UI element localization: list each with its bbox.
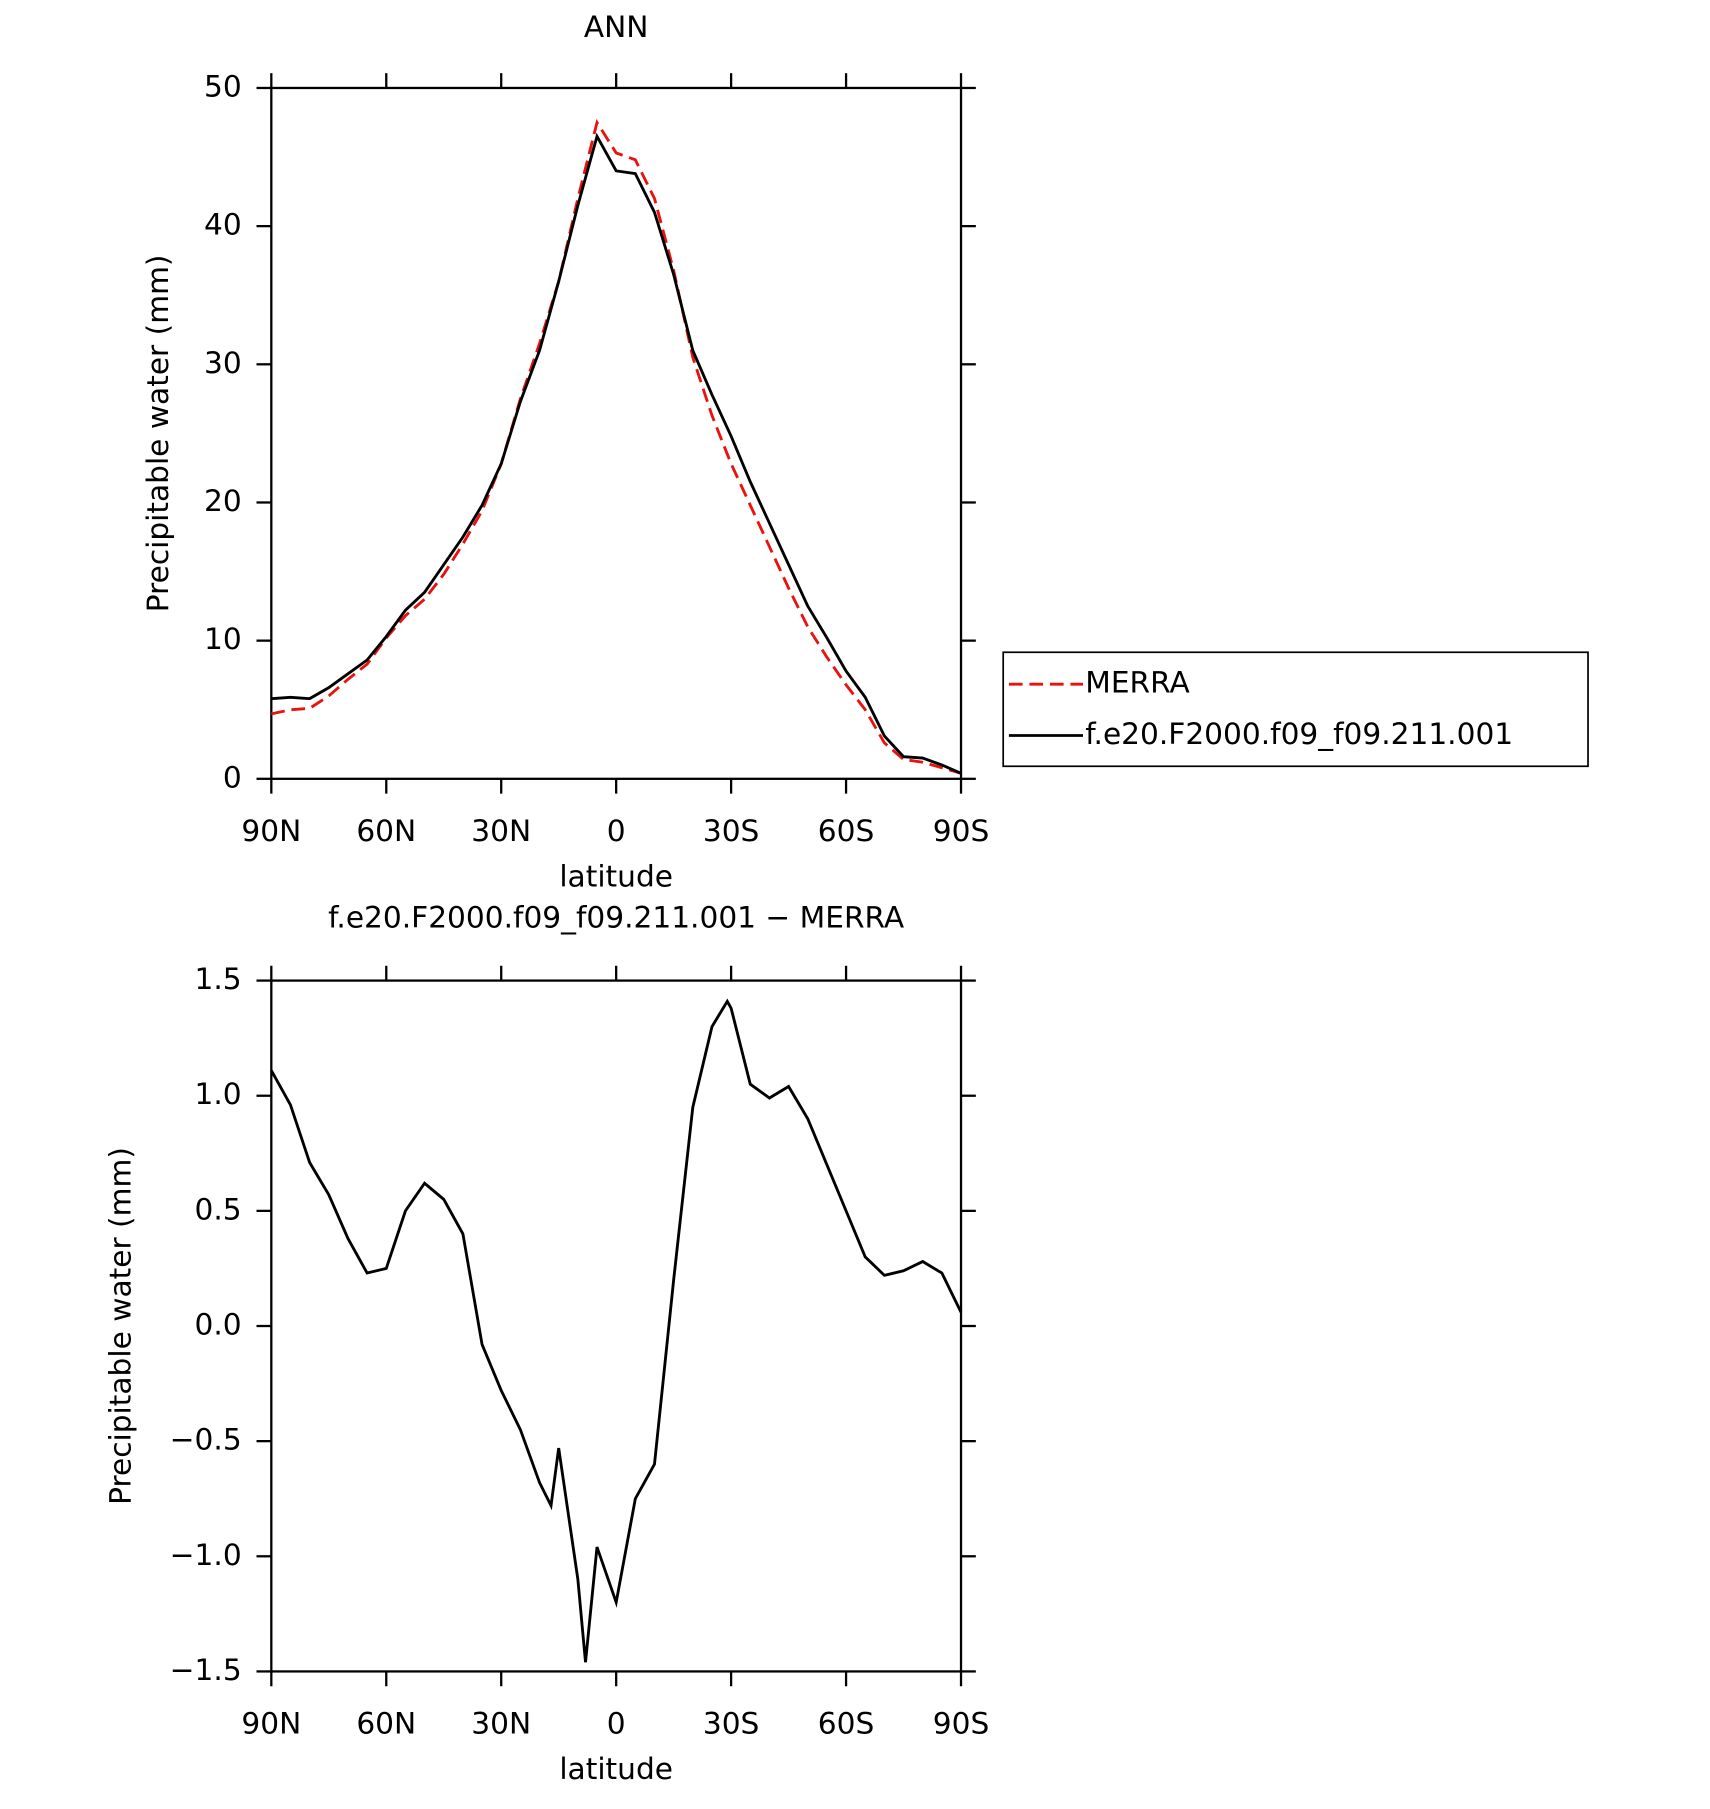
y-axis-label: Precipitable water (mm) — [140, 255, 175, 613]
x-axis-label: latitude — [559, 1751, 673, 1786]
x-tick-label: 30N — [471, 813, 531, 848]
x-tick-label: 30S — [703, 813, 760, 848]
x-tick-label: 90S — [933, 813, 990, 848]
legend-label: f.e20.F2000.f09_f09.211.001 — [1085, 716, 1513, 751]
y-tick-label: −1.5 — [170, 1652, 242, 1687]
y-tick-label: 10 — [204, 621, 242, 656]
y-tick-label: 0 — [223, 759, 242, 794]
x-tick-label: 60S — [818, 1706, 875, 1741]
x-tick-label: 30S — [703, 1706, 760, 1741]
data-line — [271, 118, 962, 775]
x-tick-label: 0 — [607, 813, 626, 848]
y-tick-label: −0.5 — [170, 1422, 242, 1457]
x-tick-label: 90S — [933, 1706, 990, 1741]
y-tick-label: −1.0 — [170, 1537, 242, 1572]
y-tick-label: 30 — [204, 345, 242, 380]
y-tick-label: 0.5 — [195, 1191, 242, 1226]
x-tick-label: 60N — [356, 813, 416, 848]
legend-label: MERRA — [1085, 665, 1190, 700]
x-tick-label: 60S — [818, 813, 875, 848]
chart-title: f.e20.F2000.f09_f09.211.001 − MERRA — [328, 900, 905, 935]
x-tick-label: 30N — [471, 1706, 531, 1741]
chart-title: ANN — [584, 9, 649, 44]
y-tick-label: 1.0 — [195, 1076, 242, 1111]
plot-frame — [270, 86, 963, 780]
y-axis-label: Precipitable water (mm) — [102, 1147, 137, 1505]
x-tick-label: 60N — [356, 1706, 416, 1741]
data-line — [271, 132, 962, 775]
plot-frame — [270, 979, 963, 1673]
y-tick-label: 40 — [204, 207, 242, 242]
y-tick-label: 50 — [204, 68, 242, 103]
y-tick-label: 0.0 — [195, 1307, 242, 1342]
y-tick-label: 1.5 — [195, 961, 242, 996]
y-tick-label: 20 — [204, 483, 242, 518]
x-tick-label: 0 — [607, 1706, 626, 1741]
x-tick-label: 90N — [241, 1706, 301, 1741]
data-line — [270, 998, 963, 1663]
x-tick-label: 90N — [241, 813, 301, 848]
legend-box — [1002, 651, 1589, 768]
x-axis-label: latitude — [559, 858, 673, 893]
